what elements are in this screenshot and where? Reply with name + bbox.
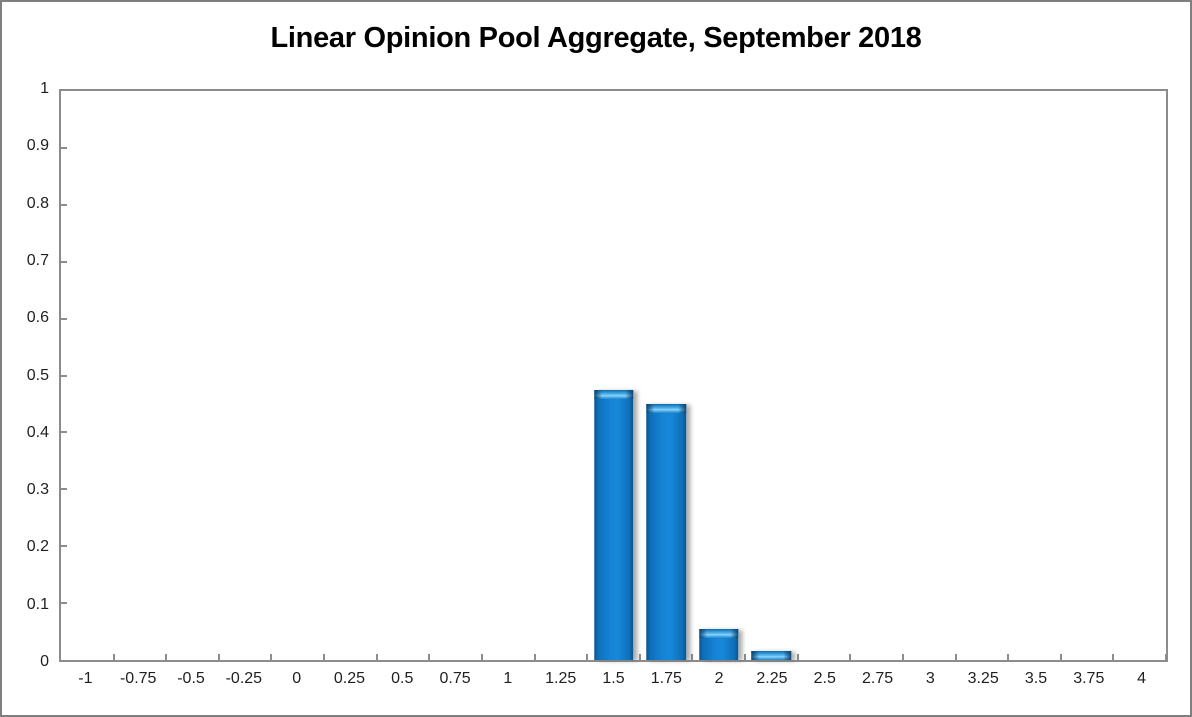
x-axis-tick-label: 0.5 xyxy=(391,670,414,687)
x-axis-tick-label: 1.75 xyxy=(650,670,682,687)
bar-2 xyxy=(699,628,739,660)
x-axis-labels: -1 -0.75 -0.5 -0.25 0 0.25 0.5 0.75 1 1.25 1.5 1.75… xyxy=(59,670,1168,696)
y-axis-tick-label: 0.2 xyxy=(26,538,49,556)
x-axis-tick-label: 3.5 xyxy=(1024,670,1048,687)
bar-1.75 xyxy=(646,403,686,660)
y-axis-tick-label: 0 xyxy=(40,653,49,670)
y-axis-tick xyxy=(61,260,67,263)
x-axis-tick-label: 3 xyxy=(925,670,935,687)
y-axis-tick-label: 0.7 xyxy=(26,251,49,269)
x-axis-tick xyxy=(1165,654,1167,660)
x-axis-tick xyxy=(638,654,641,660)
x-axis-tick xyxy=(165,654,168,660)
x-axis-tick xyxy=(217,654,220,660)
x-axis-tick-label: 4 xyxy=(1137,670,1147,687)
x-axis-tick xyxy=(1112,654,1115,660)
x-axis-tick xyxy=(533,654,536,660)
y-axis-labels: 0 0.1 0.2 0.3 0.4 0.5 0.6 0.7 0.8 0.9 1 xyxy=(2,80,49,670)
x-axis-tick xyxy=(586,654,589,660)
x-axis-tick xyxy=(901,654,904,660)
x-axis-tick xyxy=(270,654,273,660)
x-axis-tick xyxy=(480,654,483,660)
bar-2.25 xyxy=(751,651,792,660)
y-axis-tick-label: 0.9 xyxy=(26,137,49,155)
x-axis-tick xyxy=(954,654,957,660)
x-axis-tick-label: 1 xyxy=(503,670,513,687)
x-axis-tick xyxy=(112,654,115,660)
x-axis-tick-label: 2.5 xyxy=(813,670,836,687)
y-axis-tick-label: 0.6 xyxy=(26,309,49,327)
y-axis-tick xyxy=(61,146,67,149)
x-axis-tick-label: 0 xyxy=(292,670,302,687)
x-axis-tick-label: 2 xyxy=(714,670,724,687)
y-axis-tick xyxy=(61,374,67,377)
x-axis-tick-label: 0.75 xyxy=(439,670,471,687)
x-axis-tick-label: 2.25 xyxy=(756,670,788,687)
x-axis-tick-label: 1.25 xyxy=(545,670,577,687)
x-axis-tick-label: 3.25 xyxy=(967,670,999,687)
y-axis-tick xyxy=(61,545,67,548)
y-axis-tick xyxy=(61,317,67,320)
bar-1.5 xyxy=(593,389,634,660)
y-axis-tick-label: 0.1 xyxy=(26,595,49,613)
x-axis-tick xyxy=(744,654,747,660)
x-axis-tick-label: 1.5 xyxy=(602,670,625,687)
y-axis-tick-label: 1 xyxy=(40,80,49,97)
x-axis-tick-label: -1 xyxy=(78,670,93,687)
y-axis-tick xyxy=(61,602,67,605)
y-axis-tick xyxy=(61,203,67,206)
x-axis-tick xyxy=(796,654,799,660)
plot-area xyxy=(59,89,1168,662)
x-axis-tick-label: 3.75 xyxy=(1073,670,1105,687)
x-axis-tick xyxy=(1059,654,1062,660)
y-axis-tick-label: 0.8 xyxy=(26,194,49,212)
y-axis-tick xyxy=(61,431,67,434)
y-axis-tick-label: 0.3 xyxy=(26,481,49,499)
x-axis-tick-label: -0.25 xyxy=(225,670,263,687)
chart-title: Linear Opinion Pool Aggregate, September… xyxy=(270,22,922,54)
x-axis-tick xyxy=(691,654,694,660)
y-axis-tick-label: 0.4 xyxy=(26,423,49,441)
x-axis-tick xyxy=(1007,654,1010,660)
x-axis-tick-label: -0.5 xyxy=(177,670,205,687)
x-axis-tick-label: 0.25 xyxy=(333,670,366,687)
x-axis-tick xyxy=(323,654,326,660)
x-axis-tick-label: 2.75 xyxy=(861,670,894,687)
x-axis-tick xyxy=(849,654,852,660)
y-axis-tick-label: 0.5 xyxy=(26,366,49,384)
x-axis-tick-label: -0.75 xyxy=(119,670,157,687)
y-axis-tick xyxy=(61,488,67,491)
x-axis-tick xyxy=(428,654,431,660)
x-axis-tick xyxy=(375,654,378,660)
